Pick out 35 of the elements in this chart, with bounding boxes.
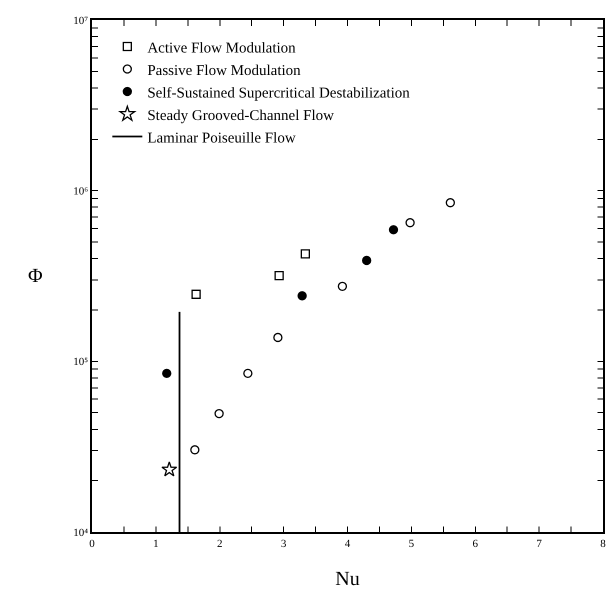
x-axis-title: Nu xyxy=(335,568,360,590)
point xyxy=(338,282,348,291)
point xyxy=(388,225,398,234)
y-tick-label: 10⁵ xyxy=(73,356,88,368)
legend-label: Laminar Poiseuille Flow xyxy=(147,130,296,146)
y-axis-title: Φ xyxy=(28,265,43,287)
y-tick-label: 10⁷ xyxy=(73,14,88,27)
point xyxy=(191,290,201,299)
point xyxy=(362,256,372,266)
x-tick-label: 8 xyxy=(600,538,606,550)
legend-label: Steady Grooved-Channel Flow xyxy=(147,108,334,124)
point xyxy=(405,218,415,228)
x-tick-label: 7 xyxy=(536,538,542,550)
point xyxy=(190,445,200,454)
x-tick-label: 2 xyxy=(217,538,222,550)
point xyxy=(214,408,224,418)
point xyxy=(161,461,178,476)
point xyxy=(273,332,283,342)
x-tick-label: 5 xyxy=(408,538,415,550)
x-tick-label: 4 xyxy=(344,538,351,550)
legend-label: Passive Flow Modulation xyxy=(147,62,302,79)
legend-label: Active Flow Modulation xyxy=(147,40,296,56)
legend-label: Self-Sustained Supercritical Destabilization xyxy=(147,85,410,102)
point xyxy=(162,368,172,378)
x-tick-label: 6 xyxy=(472,538,478,550)
x-tick-label: 1 xyxy=(153,538,159,550)
point xyxy=(243,368,252,378)
point xyxy=(298,291,307,300)
point xyxy=(274,270,284,280)
point xyxy=(300,249,310,259)
y-tick-label: 10⁶ xyxy=(73,186,88,198)
point xyxy=(446,198,455,208)
x-tick-label: 0 xyxy=(89,538,96,550)
x-tick-label: 3 xyxy=(280,538,287,550)
y-tick-label: 10⁴ xyxy=(73,526,88,539)
